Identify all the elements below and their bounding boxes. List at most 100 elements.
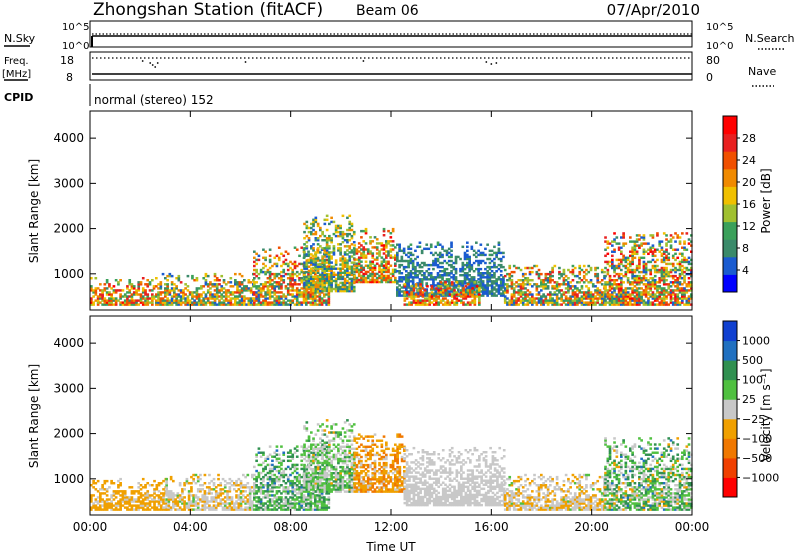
data-cell [197,297,201,300]
data-cell [382,234,386,237]
data-cell [606,297,610,300]
data-cell [620,301,623,304]
data-cell [553,285,557,288]
data-cell [268,277,272,280]
data-cell [665,256,668,260]
data-cell [132,291,136,294]
data-cell [239,500,243,503]
colorbar-segment [723,204,737,223]
data-cell [644,289,648,292]
data-cell [303,237,306,240]
data-cell [452,284,456,287]
data-cell [305,475,308,479]
data-cell [291,270,295,274]
data-cell [473,303,477,306]
data-cell [571,291,575,294]
data-cell [611,283,614,286]
data-cell [615,272,619,276]
data-cell [114,506,118,509]
data-cell [448,293,452,296]
data-cell [468,267,471,271]
data-cell [633,248,637,251]
data-cell [249,289,253,292]
data-cell [286,492,290,495]
data-cell [110,482,113,485]
data-cell [255,479,258,483]
data-cell [178,506,182,509]
data-cell [271,469,274,473]
data-cell [302,506,306,509]
data-cell [499,263,503,267]
data-cell [194,504,198,507]
data-cell [396,251,399,255]
data-cell [454,278,458,281]
data-cell [585,268,588,272]
data-cell [305,285,309,289]
data-cell [310,279,313,283]
data-cell [172,496,175,499]
data-cell [535,297,539,300]
data-cell [606,283,610,286]
data-cell [553,299,557,302]
data-cell [238,272,242,276]
data-cell [466,303,470,306]
data-cell [101,299,104,302]
data-cell [687,303,691,306]
data-cell [544,287,548,290]
data-cell [662,268,666,272]
data-cell [307,253,311,256]
data-cell [316,269,320,272]
data-cell [373,246,377,249]
data-cell [555,293,559,296]
data-cell [235,482,238,485]
data-cell [369,268,372,272]
data-cell [620,281,623,284]
data-cell [651,281,655,284]
data-cell [382,274,386,278]
data-cell [411,259,415,263]
data-cell [481,288,485,291]
data-cell [671,274,675,278]
data-cell [671,262,675,266]
data-cell [355,270,359,274]
data-cell [573,293,577,296]
data-cell [405,286,408,289]
data-cell [284,508,288,511]
data-cell [470,284,474,287]
data-cell [135,498,138,501]
data-cell [268,504,272,507]
data-cell [146,299,150,302]
data-cell [438,274,442,277]
data-cell [640,242,643,245]
data-cell [671,283,675,286]
data-cell [576,297,579,300]
data-cell [638,287,641,290]
data-cell [293,484,297,487]
data-cell [348,277,352,281]
data-cell [454,272,458,275]
data-cell [323,255,327,258]
data-cell [144,486,147,489]
data-cell [617,299,621,302]
data-cell [161,299,165,302]
data-cell [298,477,301,481]
data-cell [441,289,445,292]
data-cell [620,297,623,300]
data-cell [624,266,628,270]
data-cell [578,291,582,294]
data-cell [117,504,120,507]
data-cell [396,253,399,257]
data-cell [119,502,122,505]
data-cell [302,248,306,251]
data-cell [108,502,111,505]
data-cell [640,277,643,280]
data-cell [642,248,646,251]
data-cell [262,256,265,260]
data-cell [416,261,419,265]
data-cell [311,297,315,300]
data-cell [681,295,684,298]
data-cell [182,293,185,296]
data-cell [341,257,345,260]
data-cell [280,303,283,306]
data-cell [291,457,295,461]
